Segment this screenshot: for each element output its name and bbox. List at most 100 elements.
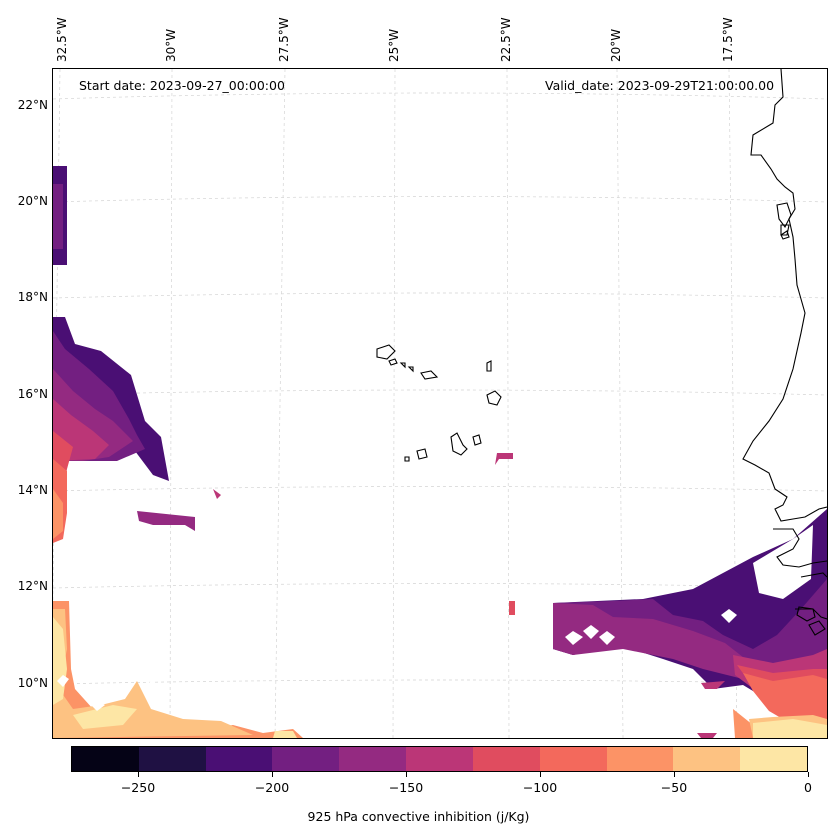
colorbar-segment (606, 747, 674, 771)
colorbar-segment (406, 747, 473, 771)
colorbar-tick-label: 0 (804, 780, 812, 795)
map-frame[interactable] (52, 68, 828, 739)
colorbar-segment (272, 747, 340, 771)
colorbar-tick (673, 772, 675, 777)
colorbar-segment (339, 747, 407, 771)
africa-coastline (800, 572, 827, 578)
coastlines (376, 69, 827, 636)
cin-region (53, 489, 63, 539)
island (780, 224, 790, 236)
cin-gap (753, 525, 813, 599)
cin-region (213, 489, 221, 499)
graticule-line (53, 389, 827, 396)
cin-region (495, 453, 513, 465)
graticule-line (53, 679, 827, 685)
island (450, 432, 468, 456)
cin-holes (57, 525, 813, 711)
colorbar-segment (138, 747, 206, 771)
graticule-line (506, 69, 510, 738)
cin-gap (57, 675, 69, 687)
cin-region (701, 681, 725, 689)
island (486, 390, 502, 406)
colorbar-segment (472, 747, 540, 771)
lat-label-14n: 14°N (17, 483, 48, 497)
lat-label-12n: 12°N (17, 579, 48, 593)
colorbar-tick-label: −200 (254, 780, 290, 795)
colorbar-tick (405, 772, 407, 777)
island (388, 358, 398, 366)
lat-label-16n: 16°N (17, 387, 48, 401)
graticule-line (392, 69, 396, 738)
island (776, 202, 792, 229)
cin-gap (583, 625, 599, 639)
lon-label-27-5w: 27.5°W (277, 17, 291, 62)
cin-region (753, 719, 827, 738)
colorbar-tick-label: −100 (522, 780, 558, 795)
valid-date-label: Valid_date: 2023-09-29T21:00:00.00 (545, 78, 775, 93)
cin-contours-central (495, 453, 515, 615)
island (376, 344, 396, 360)
colorbar-segment (205, 747, 273, 771)
colorbar-tick-label: −50 (660, 780, 688, 795)
lat-label-18n: 18°N (17, 290, 48, 304)
cin-gap (565, 631, 583, 645)
start-date-label: Start date: 2023-09-27_00:00:00 (79, 78, 285, 93)
lat-label-22n: 22°N (17, 98, 48, 112)
cin-region (53, 184, 63, 249)
colorbar-tick (271, 772, 273, 777)
lon-label-22-5w: 22.5°W (499, 17, 513, 62)
island (416, 448, 428, 460)
colorbar-title: 925 hPa convective inhibition (j/Kg) (307, 809, 530, 824)
lat-label-20n: 20°N (17, 194, 48, 208)
graticule-line (53, 583, 827, 589)
cin-gap (721, 609, 737, 623)
cin-gap (91, 701, 105, 711)
lat-label-10n: 10°N (17, 676, 48, 690)
graticule-line (169, 69, 173, 738)
island (808, 620, 826, 636)
lon-label-30w: 30°W (164, 28, 178, 62)
graticule-line (53, 486, 827, 492)
cin-gap (145, 681, 159, 693)
cin-region (743, 673, 827, 729)
cin-region (137, 511, 195, 531)
graticule-line (274, 69, 286, 738)
cin-contours-west (53, 166, 303, 738)
island (486, 360, 492, 372)
island (472, 434, 482, 446)
cin-region (273, 731, 297, 738)
lon-label-25w: 25°W (387, 28, 401, 62)
colorbar-tick (807, 772, 809, 777)
colorbar (71, 746, 808, 772)
cin-region (509, 601, 515, 615)
colorbar-tick-label: −250 (120, 780, 156, 795)
africa-coastline (795, 608, 827, 620)
cin-region (73, 705, 137, 729)
island (796, 606, 816, 622)
island (407, 366, 414, 373)
cin-contours-east (553, 509, 827, 738)
colorbar-tick (539, 772, 541, 777)
island (404, 456, 410, 462)
graticule (53, 69, 827, 738)
colorbar-segment (673, 747, 741, 771)
lon-label-20w: 20°W (609, 28, 623, 62)
cin-region (697, 733, 717, 738)
island (780, 230, 790, 240)
map-canvas (53, 69, 827, 738)
island (399, 362, 406, 369)
africa-coastline (773, 528, 827, 568)
graticule-line (53, 292, 827, 299)
colorbar-tick-label: −150 (388, 780, 424, 795)
lon-label-32-5w: 32.5°W (55, 17, 69, 62)
graticule-line (53, 92, 827, 100)
cin-region (553, 579, 827, 679)
colorbar-tick (137, 772, 139, 777)
colorbar-segment (740, 747, 807, 771)
colorbar-segment (539, 747, 607, 771)
graticule-line (53, 196, 827, 203)
cin-gap (599, 631, 615, 645)
island (420, 370, 439, 380)
africa-coastline (742, 69, 827, 522)
lon-label-17-5w: 17.5°W (721, 17, 735, 62)
